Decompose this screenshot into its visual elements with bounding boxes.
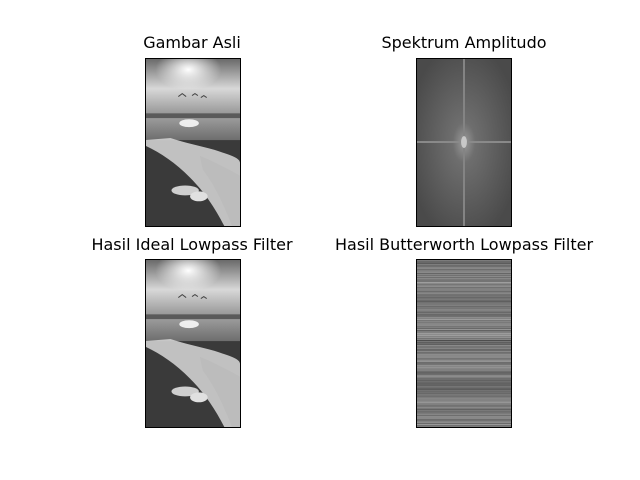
beach-photo-image [146, 59, 240, 226]
ideal-filter-image-axes [145, 259, 241, 428]
panel-title-spectrum: Spektrum Amplitudo [381, 33, 547, 52]
original-image-axes [145, 58, 241, 227]
panel-title-original: Gambar Asli [143, 33, 241, 52]
butterworth-filtered-image [417, 260, 511, 427]
amplitude-spectrum-image [417, 59, 511, 226]
panel-title-ideal: Hasil Ideal Lowpass Filter [91, 235, 293, 254]
ideal-filtered-image [146, 260, 240, 427]
butterworth-filter-image-axes [416, 259, 512, 428]
spectrum-image-axes [416, 58, 512, 227]
panel-title-butterworth: Hasil Butterworth Lowpass Filter [334, 235, 594, 254]
